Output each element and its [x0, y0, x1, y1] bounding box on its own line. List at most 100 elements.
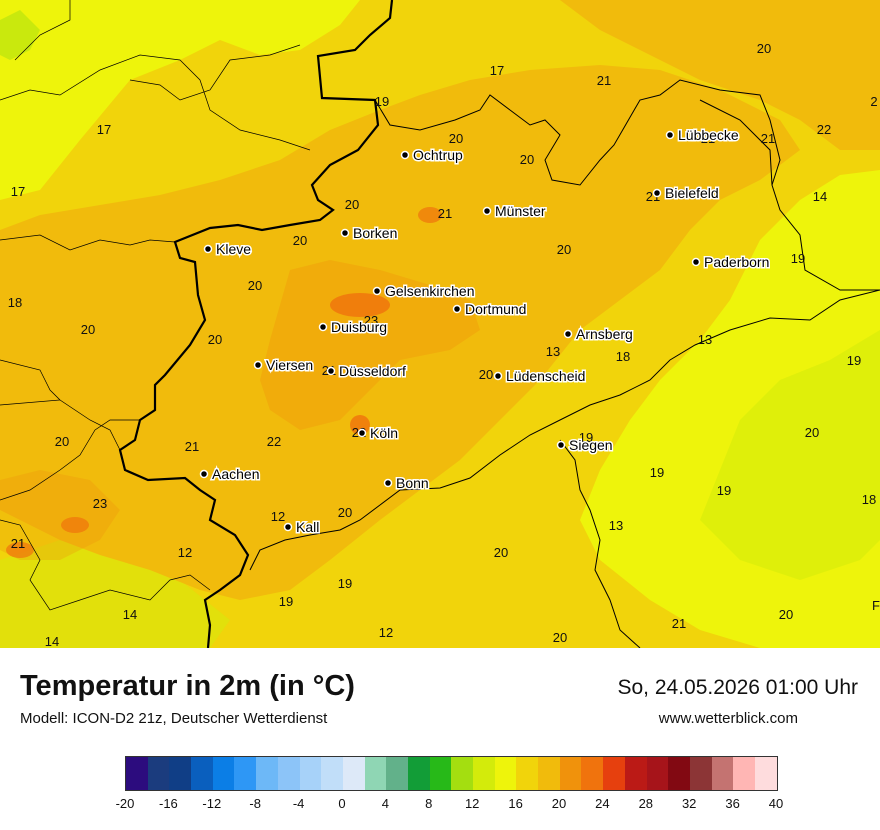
legend-color-cell	[733, 757, 755, 790]
website-link[interactable]: www.wetterblick.com	[658, 710, 798, 727]
model-info: Modell: ICON-D2 21z, Deutscher Wetterdie…	[20, 710, 328, 727]
province-border	[0, 519, 211, 611]
legend-tick-label: 28	[638, 796, 654, 811]
city-label: Köln	[370, 425, 398, 441]
legend-tick-label: 8	[425, 796, 433, 811]
city-marker: Aachen	[199, 465, 261, 484]
temperature-value: 14	[123, 607, 137, 622]
temperature-value: 21	[185, 439, 199, 454]
temperature-value: 19	[650, 465, 664, 480]
temperature-value: 19	[579, 430, 593, 445]
legend-tick-label: 40	[768, 796, 784, 811]
temperature-value: 19	[279, 594, 293, 609]
temperature-value: 21	[701, 131, 715, 146]
temperature-value: 18	[862, 492, 876, 507]
legend-color-cell	[169, 757, 192, 790]
city-label: Siegen	[569, 437, 613, 453]
city-label: Kall	[296, 519, 319, 535]
legend-color-cell	[538, 757, 560, 790]
temperature-value: 13	[698, 332, 712, 347]
province-border	[0, 234, 176, 251]
city-dot	[203, 244, 213, 254]
legend-tick-label: -20	[115, 796, 135, 811]
hotspot-southwest	[6, 542, 34, 558]
temperature-value: 17	[490, 63, 504, 78]
temperature-value: 20	[479, 367, 493, 382]
legend-tick-label: 32	[681, 796, 697, 811]
legend-color-cell	[364, 757, 387, 790]
temp-field-14-16-northwest	[0, 0, 360, 200]
city-dot	[253, 360, 263, 370]
temperature-value: 2	[870, 94, 877, 109]
temperature-value: 23	[364, 313, 378, 328]
temperature-value: 12	[271, 509, 285, 524]
legend-color-cell	[299, 757, 322, 790]
temperature-value: 20	[449, 131, 463, 146]
legend-color-cell	[473, 757, 495, 790]
legend-tick-label: 24	[595, 796, 610, 811]
temp-field-12-14-east	[700, 330, 880, 580]
legend-tick-labels: -20 -16 -12 -8 -4 0 4 8 12 16 20 24 28 32 36 40	[0, 796, 880, 816]
city-dot	[326, 366, 336, 376]
temperature-value: F	[872, 598, 880, 613]
city-dot	[493, 371, 503, 381]
legend-color-cell	[342, 757, 365, 790]
city-label: Paderborn	[704, 254, 769, 270]
temperature-value: 21	[11, 536, 25, 551]
legend-color-cell	[191, 757, 213, 790]
temperature-value: 21	[597, 73, 611, 88]
legend-tick-label: -8	[249, 796, 261, 811]
national-border	[118, 0, 394, 648]
hotspot-muenster	[418, 207, 442, 223]
temperature-value: 21	[407, 478, 421, 493]
state-border	[374, 79, 781, 186]
temperature-value: 21	[672, 616, 686, 631]
city-dot	[400, 150, 410, 160]
temperature-value: 20	[805, 425, 819, 440]
temp-field-12-14-south	[0, 540, 230, 648]
legend-color-cell	[277, 757, 300, 790]
city-label: Aachen	[212, 466, 259, 482]
city-marker: Dortmund	[452, 300, 528, 319]
city-marker: Kleve	[203, 240, 253, 259]
city-label: Lüdenscheid	[506, 368, 585, 384]
city-dot	[563, 329, 573, 339]
city-marker: Köln	[357, 424, 400, 443]
temp-field-20-22-west	[0, 470, 120, 560]
legend-color-cell	[646, 757, 669, 790]
legend-tick-label: 12	[464, 796, 480, 811]
legend-tick-label: 36	[725, 796, 740, 811]
legend-tick-label: 0	[338, 796, 346, 811]
legend-tick-label: 4	[381, 796, 390, 811]
legend-tick-label: 20	[551, 796, 567, 811]
city-marker: Siegen	[556, 436, 614, 455]
city-dot	[340, 228, 350, 238]
city-dot	[482, 206, 492, 216]
temperature-value: 21	[438, 206, 452, 221]
temperature-value: 21	[761, 131, 775, 146]
legend-color-cell	[559, 757, 582, 790]
legend-tick-label: -12	[202, 796, 222, 811]
legend-color-cell	[321, 757, 343, 790]
state-border	[249, 289, 880, 571]
legend-color-cell	[624, 757, 647, 790]
city-dot	[199, 469, 209, 479]
city-label: Bonn	[396, 475, 429, 491]
legend-color-cell	[689, 757, 712, 790]
city-label: Dortmund	[465, 301, 526, 317]
map-footer: Temperatur in 2m (in °C) Modell: ICON-D2…	[0, 648, 880, 830]
city-label: Ochtrup	[413, 147, 463, 163]
temperature-value: 20	[553, 630, 567, 645]
legend-color-cell	[603, 757, 625, 790]
legend-color-cell	[754, 757, 777, 790]
legend-color-cell	[451, 757, 473, 790]
city-label: Duisburg	[331, 319, 387, 335]
city-marker: Kall	[283, 518, 321, 537]
temperature-value: 23	[93, 496, 107, 511]
temperature-value: 20	[494, 545, 508, 560]
city-marker: Paderborn	[691, 253, 771, 272]
city-label: Düsseldorf	[339, 363, 406, 379]
temperature-value: 20	[81, 322, 95, 337]
temperature-value: 17	[97, 122, 111, 137]
